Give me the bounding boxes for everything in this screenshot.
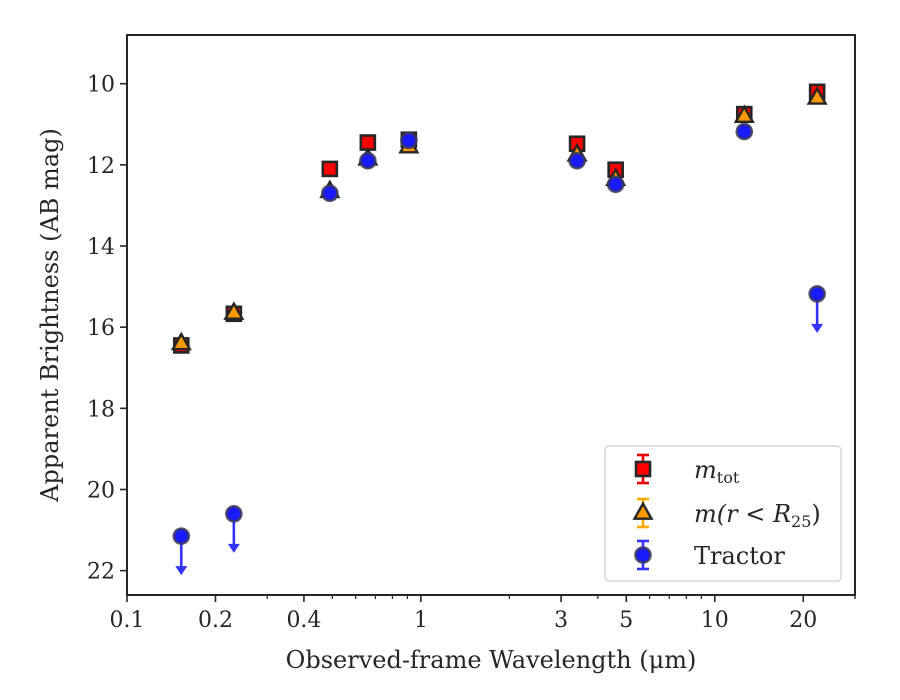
data-point: [225, 505, 243, 553]
triangle-marker: [806, 86, 828, 105]
y-tick-label: 10: [87, 73, 115, 98]
square-marker: [321, 160, 339, 178]
x-tick-label: 0.4: [286, 608, 321, 633]
data-point: [172, 527, 191, 576]
circle-marker: [568, 151, 586, 170]
legend-label-subscript: tot: [717, 468, 740, 487]
data-point: [359, 151, 377, 170]
y-tick-label: 22: [87, 560, 115, 585]
triangle-marker: [170, 331, 192, 351]
x-tick-label: 1: [414, 608, 428, 633]
legend-label-main: m: [694, 456, 717, 484]
circle-marker: [359, 151, 377, 170]
data-marks: [170, 83, 828, 576]
y-tick-label: 18: [87, 397, 115, 422]
x-tick-label: 10: [701, 608, 729, 633]
y-axis-label: Apparent Brightness (AB mag): [36, 128, 64, 503]
series-m-r-r25-: [170, 86, 828, 351]
data-point: [806, 86, 828, 105]
y-tick-label: 20: [87, 478, 115, 503]
legend-label-close: ): [811, 500, 820, 528]
triangle-marker: [632, 501, 654, 520]
upper-limit-arrowhead: [175, 566, 188, 576]
data-point: [400, 131, 418, 150]
legend-label: Tractor: [694, 542, 785, 570]
data-point: [735, 122, 754, 141]
x-tick-label: 20: [789, 608, 817, 633]
data-point: [321, 184, 339, 203]
legend-box: [604, 445, 842, 582]
triangle-marker: [733, 104, 755, 124]
data-point: [170, 331, 192, 351]
axis-ticks: 0.1 0.2 0.4 1 3 5 10 20 10 12 14 16 18 20 22: [87, 73, 856, 633]
circle-marker: [400, 131, 418, 150]
data-point: [606, 175, 625, 194]
upper-limit-arrowhead: [227, 543, 240, 553]
upper-limit-arrowhead: [811, 323, 824, 333]
y-tick-label: 14: [87, 235, 115, 260]
legend-label-main: Tractor: [694, 542, 785, 570]
data-point: [223, 301, 245, 320]
x-tick-label: 5: [619, 608, 633, 633]
x-tick-label: 0.1: [110, 608, 145, 633]
circle-marker: [321, 184, 339, 203]
y-tick-label: 12: [87, 154, 115, 179]
legend-entry: m(r < R25): [632, 497, 821, 531]
plot-frame: [126, 34, 856, 596]
y-tick-label: 16: [87, 316, 115, 341]
circle-marker: [735, 122, 754, 141]
legend-label-main: m(r < R: [694, 500, 791, 528]
legend-entry: mtot: [634, 453, 740, 487]
data-point: [568, 151, 586, 170]
circle-marker: [634, 546, 652, 564]
triangle-marker: [223, 301, 245, 320]
legend-label-subscript: 25: [791, 512, 811, 531]
x-tick-label: 3: [554, 608, 568, 633]
series-tractor: [172, 122, 826, 576]
circle-marker: [225, 505, 243, 523]
data-point: [321, 160, 339, 178]
data-point: [808, 285, 826, 333]
legend: mtot m(r < R25) Tractor: [604, 445, 842, 582]
data-point: [733, 104, 755, 124]
x-tick-label: 0.2: [198, 608, 233, 633]
circle-marker: [606, 175, 625, 194]
series-m-tot: [172, 83, 826, 354]
legend-entry: Tractor: [634, 539, 785, 571]
legend-label: mtot: [694, 456, 740, 487]
legend-label: m(r < R25): [694, 500, 821, 531]
x-axis-label: Observed-frame Wavelength (μm): [286, 646, 697, 674]
square-marker: [634, 460, 652, 478]
circle-marker: [172, 527, 191, 545]
circle-marker: [808, 285, 826, 303]
